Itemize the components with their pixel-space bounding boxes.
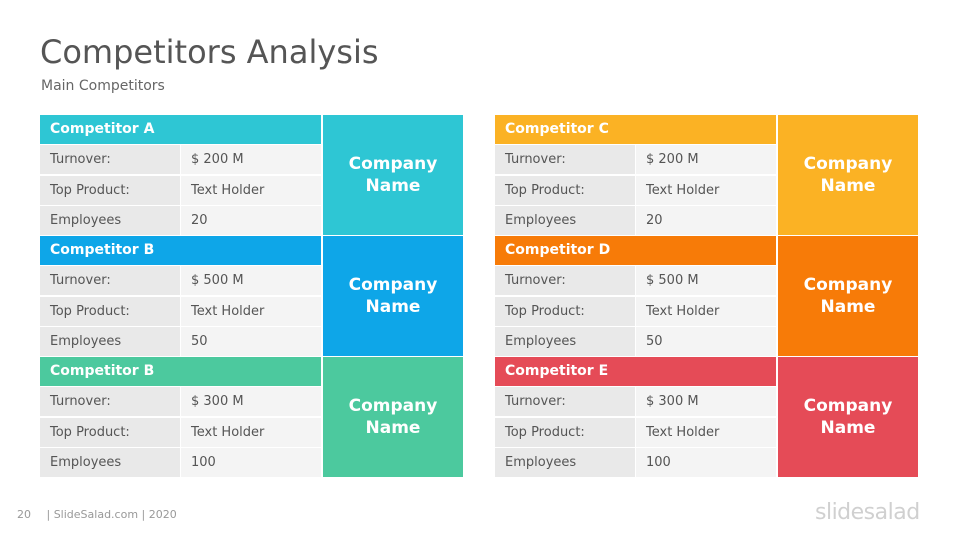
table-row: Turnover: $ 300 M	[40, 387, 321, 416]
row-label: Top Product:	[40, 418, 180, 447]
row-label: Turnover:	[495, 266, 635, 295]
competitors-right-column: Competitor C Turnover: $ 200 M Top Produc…	[495, 115, 918, 478]
competitor-header: Competitor B	[40, 357, 321, 386]
table-row: Top Product: Text Holder	[40, 418, 321, 447]
competitor-block: Competitor B Turnover: $ 300 M Top Produc…	[40, 357, 463, 478]
company-name-label: Company Name	[803, 154, 893, 196]
row-value: 100	[636, 448, 776, 477]
row-label: Employees	[495, 448, 635, 477]
footer-credit: | SlideSalad.com | 2020	[46, 508, 177, 521]
table-row: Turnover: $ 200 M	[40, 145, 321, 174]
competitor-block: Competitor E Turnover: $ 300 M Top Produc…	[495, 357, 918, 478]
company-name-tile: Company Name	[778, 115, 918, 235]
company-name-label: Company Name	[348, 396, 438, 438]
row-value: 100	[181, 448, 321, 477]
table-row: Top Product: Text Holder	[40, 176, 321, 205]
row-value: $ 500 M	[636, 266, 776, 295]
row-label: Turnover:	[40, 145, 180, 174]
row-value: 50	[181, 327, 321, 356]
table-row: Employees 100	[495, 448, 776, 477]
row-value: 20	[636, 206, 776, 235]
company-name-tile: Company Name	[778, 357, 918, 477]
table-row: Top Product: Text Holder	[495, 418, 776, 447]
page-number: 20	[17, 508, 31, 521]
row-label: Employees	[40, 448, 180, 477]
competitor-header: Competitor A	[40, 115, 321, 144]
row-label: Turnover:	[495, 387, 635, 416]
row-value: Text Holder	[181, 297, 321, 326]
company-name-tile: Company Name	[323, 236, 463, 356]
table-row: Top Product: Text Holder	[40, 297, 321, 326]
row-value: $ 300 M	[636, 387, 776, 416]
row-value: $ 200 M	[181, 145, 321, 174]
table-row: Turnover: $ 300 M	[495, 387, 776, 416]
table-row: Employees 50	[40, 327, 321, 356]
row-label: Employees	[495, 327, 635, 356]
page-subtitle: Main Competitors	[41, 78, 165, 94]
company-name-label: Company Name	[348, 154, 438, 196]
row-label: Top Product:	[40, 297, 180, 326]
table-row: Employees 20	[40, 206, 321, 235]
row-label: Turnover:	[495, 145, 635, 174]
competitor-header: Competitor E	[495, 357, 776, 386]
table-row: Top Product: Text Holder	[495, 297, 776, 326]
company-name-label: Company Name	[348, 275, 438, 317]
table-row: Employees 100	[40, 448, 321, 477]
row-label: Top Product:	[495, 297, 635, 326]
row-value: Text Holder	[636, 297, 776, 326]
footer: 20 | SlideSalad.com | 2020	[17, 508, 177, 521]
row-value: 20	[181, 206, 321, 235]
row-label: Turnover:	[40, 266, 180, 295]
row-label: Top Product:	[40, 176, 180, 205]
row-label: Employees	[40, 206, 180, 235]
competitor-block: Competitor A Turnover: $ 200 M Top Produc…	[40, 115, 463, 236]
company-name-label: Company Name	[803, 275, 893, 317]
row-label: Employees	[495, 206, 635, 235]
row-value: $ 300 M	[181, 387, 321, 416]
competitor-header: Competitor B	[40, 236, 321, 265]
row-value: Text Holder	[181, 176, 321, 205]
competitor-header: Competitor C	[495, 115, 776, 144]
competitors-left-column: Competitor A Turnover: $ 200 M Top Produc…	[40, 115, 463, 478]
table-row: Turnover: $ 500 M	[495, 266, 776, 295]
company-name-tile: Company Name	[323, 357, 463, 477]
competitor-header: Competitor D	[495, 236, 776, 265]
table-row: Turnover: $ 200 M	[495, 145, 776, 174]
competitor-block: Competitor D Turnover: $ 500 M Top Produc…	[495, 236, 918, 357]
table-row: Employees 50	[495, 327, 776, 356]
row-value: $ 200 M	[636, 145, 776, 174]
row-label: Employees	[40, 327, 180, 356]
company-name-tile: Company Name	[778, 236, 918, 356]
company-name-label: Company Name	[803, 396, 893, 438]
row-label: Top Product:	[495, 176, 635, 205]
row-value: Text Holder	[636, 418, 776, 447]
row-label: Top Product:	[495, 418, 635, 447]
table-row: Top Product: Text Holder	[495, 176, 776, 205]
competitor-block: Competitor C Turnover: $ 200 M Top Produc…	[495, 115, 918, 236]
slidesalad-logo: slidesalad	[815, 500, 920, 525]
row-value: 50	[636, 327, 776, 356]
row-label: Turnover:	[40, 387, 180, 416]
table-row: Employees 20	[495, 206, 776, 235]
table-row: Turnover: $ 500 M	[40, 266, 321, 295]
company-name-tile: Company Name	[323, 115, 463, 235]
row-value: $ 500 M	[181, 266, 321, 295]
competitor-block: Competitor B Turnover: $ 500 M Top Produc…	[40, 236, 463, 357]
row-value: Text Holder	[181, 418, 321, 447]
row-value: Text Holder	[636, 176, 776, 205]
page-title: Competitors Analysis	[40, 33, 379, 71]
